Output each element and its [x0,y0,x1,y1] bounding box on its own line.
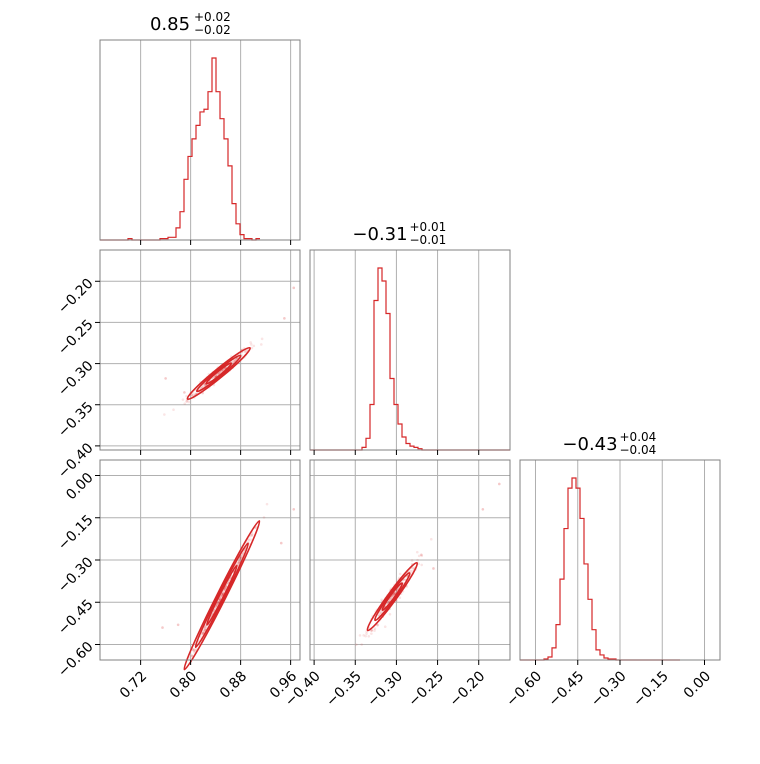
panel-1-1 [310,250,510,455]
scatter-point [253,345,256,348]
x-tick-label: −0.15 [630,668,672,710]
panel-2-1 [310,460,510,665]
x-tick-label: 0.80 [167,668,200,701]
scatter-point [249,341,252,344]
y-tick-label: −0.30 [55,554,97,596]
x-tick-label: −0.60 [503,668,545,710]
title-0: 0.85 [150,14,190,35]
scatter-outlier-3 [177,623,180,626]
scatter-point [367,635,370,638]
y-tick-label: −0.45 [55,597,97,639]
histogram-0 [100,58,260,240]
scatter-point [260,343,263,346]
scatter-point [420,564,423,567]
x-tick-label: −0.20 [447,668,489,710]
scatter-point [420,553,423,556]
scatter-point [261,338,264,341]
scatter-outlier-0 [498,483,501,486]
title-1-lower-error: −0.01 [410,233,447,247]
histogram-1 [310,268,510,450]
scatter-point [364,635,367,638]
scatter-point [183,402,186,405]
scatter-outlier-2 [164,377,167,380]
scatter-point [263,516,266,519]
scatter-point [389,613,392,616]
title-2: −0.43 [562,434,617,455]
scatter-point [399,573,402,576]
y-tick-label: −0.20 [55,276,97,318]
y-tick-label: −0.15 [55,512,97,554]
scatter-point [418,555,421,558]
y-tick-label: −0.35 [55,399,97,441]
x-tick-label: 0.00 [681,668,714,701]
title-1: −0.31 [352,224,407,245]
scatter-point [355,643,358,646]
histogram-2 [520,478,680,660]
scatter-point [370,632,373,635]
x-tick-label: 0.88 [217,668,250,701]
scatter-point [416,551,419,554]
x-tick-label: −0.35 [323,668,365,710]
x-tick-label: −0.30 [364,668,406,710]
scatter-outlier-3 [183,391,186,394]
scatter-outlier-1 [292,287,295,290]
y-tick-label: −0.30 [55,358,97,400]
scatter-outlier-1 [482,508,485,511]
x-tick-label: −0.25 [406,668,448,710]
y-tick-label: −0.25 [55,317,97,359]
panel-frame [100,40,300,240]
panel-1-0 [95,250,300,455]
scatter-point [430,538,433,541]
scatter-outlier-1 [292,508,295,511]
scatter-point [365,632,368,635]
title-0-upper-error: +0.02 [194,10,231,24]
scatter-outlier-3 [432,567,435,570]
scatter-outlier-0 [283,317,286,320]
scatter-point [239,557,242,560]
panel-2-0 [95,460,300,672]
panel-frame [100,250,300,450]
panel-0-0 [100,40,300,245]
scatter-point [399,596,402,599]
scatter-point [416,559,419,562]
scatter-point [251,347,254,350]
title-0-lower-error: −0.02 [194,23,231,37]
y-tick-label: −0.60 [55,639,97,681]
scatter-point [266,503,269,506]
title-2-lower-error: −0.04 [620,443,657,457]
scatter-point [373,629,376,632]
scatter-point [163,413,166,416]
scatter-outlier-0 [280,542,283,545]
x-tick-label: −0.45 [546,668,588,710]
x-tick-label: −0.30 [588,668,630,710]
title-2-upper-error: +0.04 [620,430,657,444]
scatter-point [384,625,387,628]
panel-frame [310,250,510,450]
panel-2-2 [520,460,720,665]
scatter-point [411,559,414,562]
scatter-point [359,634,362,637]
scatter-point [182,398,185,401]
x-tick-label: 0.72 [117,668,150,701]
title-1-upper-error: +0.01 [410,220,447,234]
scatter-outlier-2 [161,626,164,629]
scatter-point [247,539,250,542]
scatter-point [172,408,175,411]
scatter-point [360,643,363,646]
